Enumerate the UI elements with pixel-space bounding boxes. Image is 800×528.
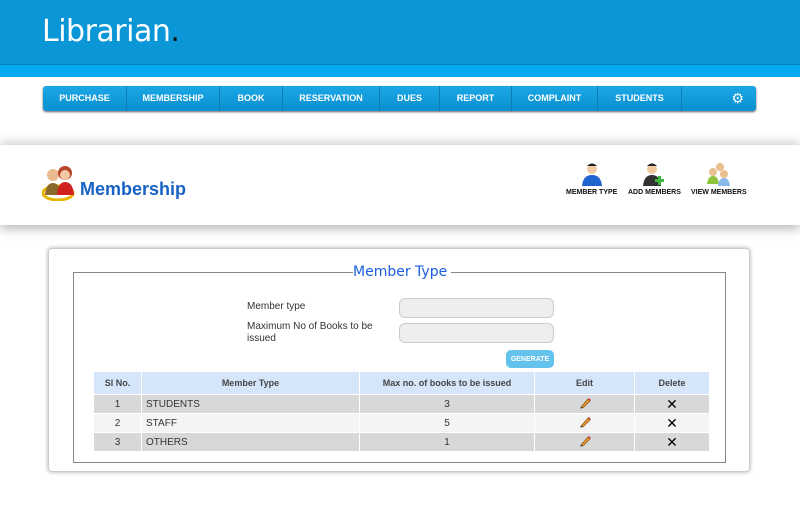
nav-complaint[interactable]: COMPLAINT [512,86,598,111]
view-members-button[interactable]: VIEW MEMBERS [691,162,747,196]
close-icon: ✕ [666,433,678,450]
table-row: 2 STAFF 5 ✕ [94,414,709,432]
member-type-table: Sl No. Member Type Max no. of books to b… [93,371,710,452]
membership-icon [42,166,75,201]
col-sl-no: Sl No. [94,372,141,394]
cell-sl-no: 1 [94,395,141,413]
app-title-dot: . [170,14,180,49]
pencil-icon [579,435,591,446]
edit-button[interactable] [535,433,634,451]
cell-sl-no: 2 [94,414,141,432]
section-header: Membership MEMBER TYPE ADD MEMBERS VIEW … [0,145,800,225]
pencil-icon [579,416,591,427]
fieldset-legend: Member Type [353,264,448,280]
cell-sl-no: 3 [94,433,141,451]
generate-button[interactable]: GENERATE [506,350,554,368]
app-logo: Librarian. [42,14,180,49]
table-row: 1 STUDENTS 3 ✕ [94,395,709,413]
edit-button[interactable] [535,395,634,413]
table-row: 3 OTHERS 1 ✕ [94,433,709,451]
nav-book[interactable]: BOOK [220,86,283,111]
cell-member-type: OTHERS [142,433,359,451]
cell-max-books: 5 [360,414,534,432]
add-members-button[interactable]: ADD MEMBERS [628,162,681,196]
app-header: Librarian. [0,0,800,65]
cell-member-type: STUDENTS [142,395,359,413]
page-title: Membership [80,179,187,199]
gear-icon[interactable]: ⚙ [731,90,744,106]
max-books-label: Maximum No of Books to be issued [247,321,373,344]
col-edit: Edit [535,372,634,394]
cell-max-books: 1 [360,433,534,451]
member-type-fieldset [73,272,726,463]
max-books-input[interactable] [399,323,554,343]
member-type-panel: Member Type Member type Maximum No of Bo… [48,248,750,472]
fieldset-border [73,272,726,273]
col-max-books: Max no. of books to be issued [360,372,534,394]
app-title: Librarian [42,14,171,49]
cell-max-books: 3 [360,395,534,413]
add-members-label: ADD MEMBERS [628,189,681,196]
member-type-input[interactable] [399,298,554,318]
col-member-type: Member Type [142,372,359,394]
edit-button[interactable] [535,414,634,432]
nav-dues[interactable]: DUES [380,86,440,111]
cell-member-type: STAFF [142,414,359,432]
delete-button[interactable]: ✕ [635,395,709,413]
add-user-icon [643,163,665,186]
member-type-button[interactable]: MEMBER TYPE [566,162,617,196]
main-nav: PURCHASE MEMBERSHIP BOOK RESERVATION DUE… [43,86,756,111]
member-type-label: Member type [247,301,306,312]
member-type-label: MEMBER TYPE [566,189,618,196]
nav-purchase[interactable]: PURCHASE [43,86,127,111]
delete-button[interactable]: ✕ [635,414,709,432]
delete-button[interactable]: ✕ [635,433,709,451]
user-icon [581,163,602,186]
close-icon: ✕ [666,414,678,431]
pencil-icon [579,397,591,408]
nav-membership[interactable]: MEMBERSHIP [127,86,220,111]
nav-report[interactable]: REPORT [440,86,512,111]
view-members-label: VIEW MEMBERS [691,189,747,196]
nav-students[interactable]: STUDENTS [598,86,682,111]
close-icon: ✕ [666,395,678,412]
col-delete: Delete [635,372,709,394]
users-group-icon [706,163,730,186]
nav-reservation[interactable]: RESERVATION [283,86,380,111]
header-strip [0,65,800,77]
